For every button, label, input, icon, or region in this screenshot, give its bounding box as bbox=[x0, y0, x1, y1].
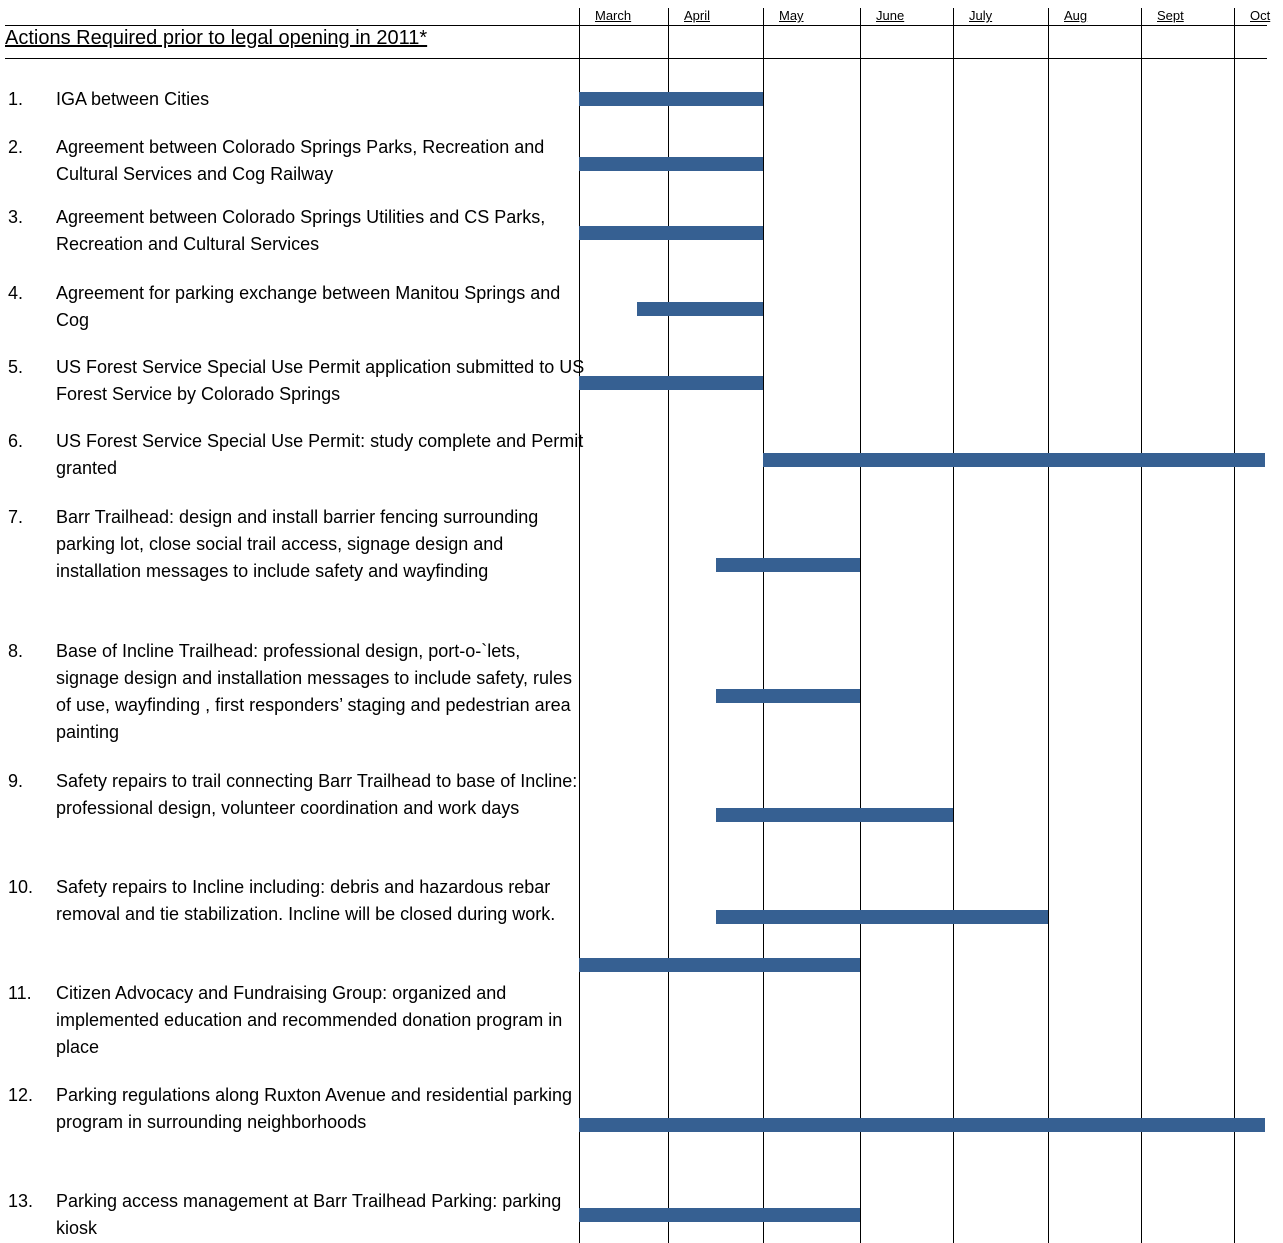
task-row: 9. Safety repairs to trail connecting Bar… bbox=[8, 768, 588, 822]
month-gridline bbox=[953, 8, 954, 1243]
task-bar bbox=[715, 689, 860, 703]
task-row: 11. Citizen Advocacy and Fundraising Grou… bbox=[8, 980, 588, 1061]
task-label: IGA between Cities bbox=[56, 89, 210, 109]
task-bar bbox=[579, 92, 763, 106]
task-bar bbox=[579, 157, 763, 171]
task-label: Agreement between Colorado Springs Parks… bbox=[56, 137, 545, 184]
task-row: 7. Barr Trailhead: design and install bar… bbox=[8, 504, 588, 585]
task-label: US Forest Service Special Use Permit app… bbox=[56, 357, 585, 404]
task-row: 10. Safety repairs to Incline including: … bbox=[8, 874, 588, 928]
month-label: June bbox=[876, 8, 905, 23]
task-bar bbox=[636, 302, 763, 316]
task-number: 12. bbox=[8, 1085, 34, 1105]
task-row: 3. Agreement between Colorado Springs Uti… bbox=[8, 204, 588, 258]
task-label: Barr Trailhead: design and install barri… bbox=[56, 507, 539, 581]
month-gridline bbox=[1141, 8, 1142, 1243]
task-bar bbox=[579, 958, 860, 972]
task-label: Base of Incline Trailhead: professional … bbox=[56, 641, 572, 742]
month-label: July bbox=[969, 8, 993, 23]
task-label: Citizen Advocacy and Fundraising Group: … bbox=[56, 983, 563, 1057]
task-row: 8. Base of Incline Trailhead: professiona… bbox=[8, 638, 588, 746]
task-number: 6. bbox=[8, 431, 24, 451]
task-number: 13. bbox=[8, 1191, 34, 1211]
task-row: 1. IGA between Cities bbox=[8, 86, 588, 113]
task-label: US Forest Service Special Use Permit: st… bbox=[56, 431, 584, 478]
task-row: 2. Agreement between Colorado Springs Par… bbox=[8, 134, 588, 188]
task-number: 3. bbox=[8, 207, 24, 227]
header-rule bbox=[5, 25, 1267, 26]
task-number: 8. bbox=[8, 641, 24, 661]
month-gridline bbox=[668, 8, 669, 1243]
task-label: Agreement for parking exchange between M… bbox=[56, 283, 561, 330]
task-number: 5. bbox=[8, 357, 24, 377]
task-row: 5. US Forest Service Special Use Permit a… bbox=[8, 354, 588, 408]
task-bar bbox=[715, 558, 860, 572]
task-label: Safety repairs to trail connecting Barr … bbox=[56, 771, 578, 818]
task-row: 4. Agreement for parking exchange between… bbox=[8, 280, 588, 334]
task-bar bbox=[579, 1118, 1266, 1132]
page-title: Actions Required prior to legal opening … bbox=[5, 27, 428, 49]
task-number: 4. bbox=[8, 283, 24, 303]
task-row: 6. US Forest Service Special Use Permit: … bbox=[8, 428, 588, 482]
task-bar bbox=[579, 376, 763, 390]
task-label: Safety repairs to Incline including: deb… bbox=[56, 877, 556, 924]
task-bar bbox=[579, 1208, 860, 1222]
month-gridline bbox=[1048, 8, 1049, 1243]
task-number: 9. bbox=[8, 771, 24, 791]
task-label: Parking regulations along Ruxton Avenue … bbox=[56, 1085, 573, 1132]
month-gridline bbox=[579, 8, 580, 1243]
month-gridline bbox=[860, 8, 861, 1243]
title-rule bbox=[5, 58, 1267, 59]
month-gridline bbox=[1234, 8, 1235, 1243]
task-number: 2. bbox=[8, 137, 24, 157]
month-label: March bbox=[595, 8, 632, 23]
task-label: Parking access management at Barr Trailh… bbox=[56, 1191, 562, 1238]
month-label: May bbox=[779, 8, 804, 23]
task-label: Agreement between Colorado Springs Utili… bbox=[56, 207, 546, 254]
task-bar bbox=[579, 226, 763, 240]
task-row: 13. Parking access management at Barr Tra… bbox=[8, 1188, 588, 1242]
task-bar bbox=[763, 453, 1266, 467]
month-label: April bbox=[684, 8, 711, 23]
task-bar bbox=[715, 808, 953, 822]
month-label: Sept bbox=[1157, 8, 1184, 23]
task-row: 12. Parking regulations along Ruxton Ave… bbox=[8, 1082, 588, 1136]
task-number: 1. bbox=[8, 89, 24, 109]
task-bar bbox=[715, 910, 1048, 924]
task-number: 10. bbox=[8, 877, 34, 897]
month-label: Oct bbox=[1250, 8, 1271, 23]
month-gridline bbox=[763, 8, 764, 1243]
task-number: 7. bbox=[8, 507, 24, 527]
month-label: Aug bbox=[1064, 8, 1088, 23]
task-number: 11. bbox=[8, 983, 32, 1003]
